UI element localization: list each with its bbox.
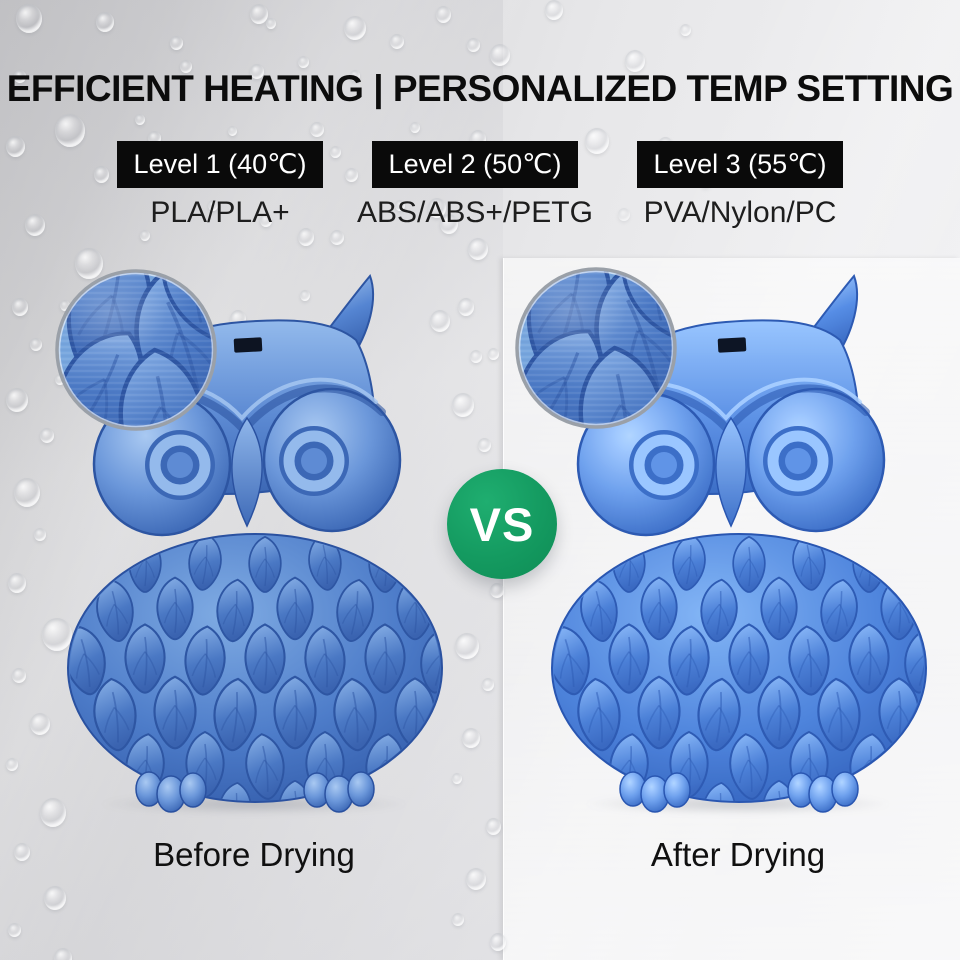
level-2-badge: Level 2 (50℃) — [372, 141, 578, 188]
water-droplet — [40, 428, 54, 443]
water-droplet — [6, 388, 28, 412]
water-droplet — [250, 64, 264, 79]
water-droplet — [482, 678, 494, 691]
level-2-materials: ABS/ABS+/PETG — [357, 196, 593, 229]
temp-level-1: Level 1 (40℃) PLA/PLA+ — [91, 141, 349, 230]
water-droplet — [395, 200, 405, 211]
temp-level-3: Level 3 (55℃) PVA/Nylon/PC — [611, 141, 869, 230]
water-droplet — [14, 843, 30, 861]
water-droplet — [14, 70, 26, 83]
temp-level-2: Level 2 (50℃) ABS/ABS+/PETG — [346, 141, 604, 230]
water-droplet — [452, 913, 464, 926]
vs-badge: VS — [447, 469, 557, 579]
water-droplet — [466, 868, 486, 890]
water-droplet — [54, 948, 72, 960]
water-droplet — [390, 34, 404, 49]
owl-photo-before-drying — [28, 268, 480, 833]
water-droplet — [135, 114, 145, 125]
water-droplet — [330, 230, 344, 245]
water-droplet — [8, 573, 26, 593]
water-droplet — [545, 0, 563, 20]
level-1-materials: PLA/PLA+ — [150, 196, 290, 229]
water-droplet — [310, 122, 324, 137]
water-droplet — [585, 128, 609, 154]
level-1-badge: Level 1 (40℃) — [117, 141, 323, 188]
water-droplet — [55, 374, 65, 385]
before-drying-label: Before Drying — [153, 836, 355, 873]
water-droplet — [60, 300, 70, 311]
water-droplet — [300, 290, 310, 301]
water-droplet — [25, 214, 45, 236]
water-droplet — [468, 238, 488, 260]
water-droplet — [16, 4, 42, 33]
water-droplet — [430, 310, 450, 332]
water-droplet — [452, 393, 474, 417]
after-drying-label: After Drying — [650, 836, 826, 873]
water-droplet — [12, 668, 26, 683]
water-droplet — [428, 198, 446, 218]
level-3-badge: Level 3 (55℃) — [637, 141, 843, 188]
owl-photo-after-drying — [512, 268, 960, 833]
water-droplet — [75, 248, 103, 279]
water-droplet — [344, 16, 366, 40]
zoom-detail-circle-after — [514, 266, 678, 430]
water-droplet — [490, 583, 504, 598]
water-droplet — [625, 50, 645, 72]
water-droplet — [470, 350, 482, 363]
water-droplet — [455, 633, 479, 659]
water-droplet — [96, 12, 114, 32]
water-droplet — [30, 338, 42, 351]
water-droplet — [266, 18, 276, 29]
water-droplet — [42, 618, 72, 651]
water-droplet — [34, 528, 46, 541]
water-droplet — [436, 6, 451, 23]
water-droplet — [94, 166, 109, 183]
water-droplet — [680, 24, 691, 36]
page-title: EFFICIENT HEATING | PERSONALIZED TEMP SE… — [6, 68, 954, 109]
zoom-detail-circle-before — [54, 268, 218, 432]
water-droplet — [55, 114, 85, 147]
water-droplet — [40, 798, 66, 827]
water-droplet — [452, 773, 462, 784]
water-droplet — [250, 4, 268, 24]
water-droplet — [260, 214, 272, 227]
water-droplet — [12, 298, 28, 316]
water-droplet — [488, 348, 499, 360]
water-droplet — [486, 818, 501, 835]
water-droplet — [350, 70, 360, 81]
water-droplet — [490, 933, 506, 951]
water-droplet — [618, 208, 630, 221]
water-droplet — [458, 298, 474, 316]
water-droplet — [170, 36, 183, 50]
water-droplet — [6, 136, 25, 157]
water-droplet — [462, 728, 480, 748]
water-droplet — [180, 60, 192, 73]
water-droplet — [140, 230, 150, 241]
water-droplet — [298, 228, 314, 246]
water-droplet — [6, 758, 18, 771]
water-droplet — [44, 886, 66, 910]
water-droplet — [298, 56, 309, 68]
water-droplet — [30, 713, 50, 735]
water-droplet — [467, 38, 480, 52]
water-droplet — [490, 44, 510, 66]
water-droplet — [228, 126, 237, 136]
level-3-materials: PVA/Nylon/PC — [643, 196, 837, 229]
water-droplet — [478, 438, 491, 452]
water-droplet — [345, 168, 358, 182]
water-droplet — [410, 122, 420, 133]
water-droplet — [8, 923, 21, 937]
water-droplet — [208, 200, 218, 211]
water-droplet — [14, 478, 40, 507]
water-droplet — [330, 146, 341, 158]
water-droplet — [440, 214, 458, 234]
